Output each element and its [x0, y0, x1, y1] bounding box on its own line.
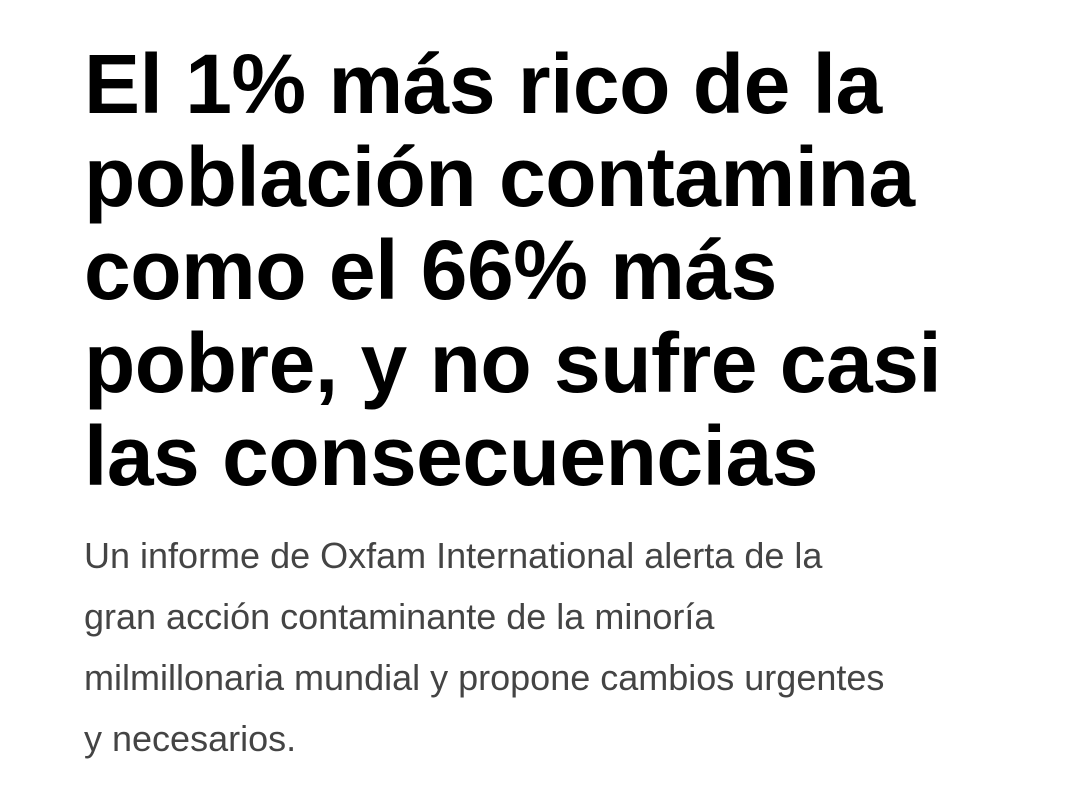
- subtitle-line: Un informe de Oxfam International alerta…: [84, 535, 823, 576]
- headline-line: pobre, y no sufre casi: [84, 316, 942, 410]
- subtitle: Un informe de Oxfam International alerta…: [84, 525, 1024, 769]
- headline: El 1% más rico de la población contamina…: [84, 38, 1024, 503]
- headline-line: El 1% más rico de la: [84, 37, 882, 131]
- subtitle-line: gran acción contaminante de la minoría: [84, 596, 715, 637]
- article-header: El 1% más rico de la población contamina…: [84, 38, 1024, 769]
- subtitle-line: y necesarios.: [84, 718, 297, 759]
- headline-line: como el 66% más: [84, 223, 777, 317]
- subtitle-line: milmillonaria mundial y propone cambios …: [84, 657, 885, 698]
- headline-line: las consecuencias: [84, 409, 818, 503]
- headline-line: población contamina: [84, 130, 915, 224]
